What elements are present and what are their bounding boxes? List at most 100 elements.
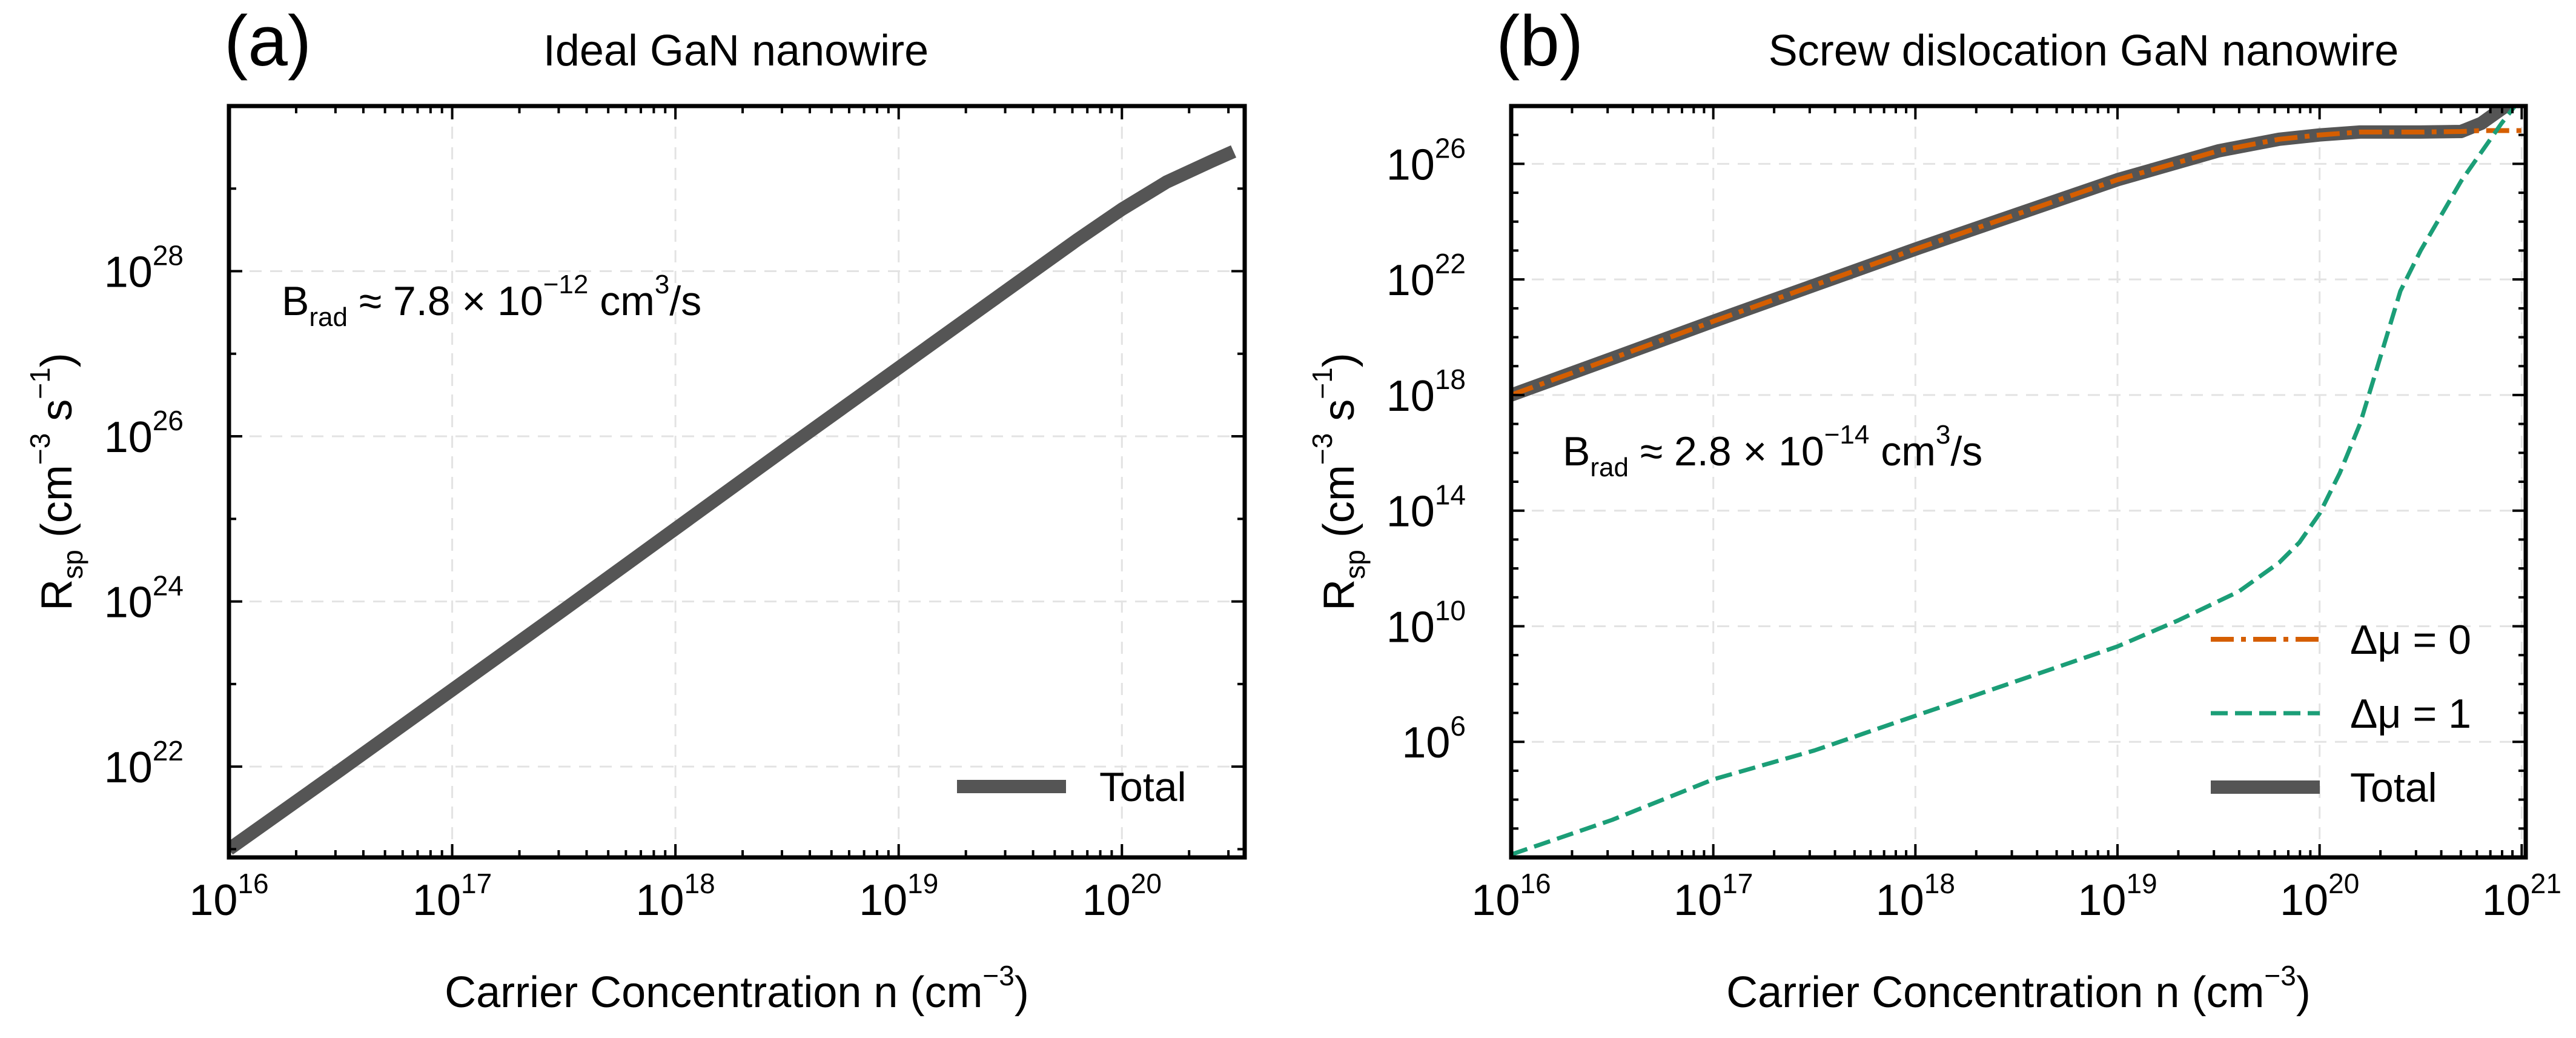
y-tick-label: 1022	[1386, 248, 1466, 305]
x-tick-base: 10	[412, 876, 461, 925]
y-tick-label: 1010	[1386, 594, 1466, 651]
x-tick-label: 1016	[1471, 868, 1551, 925]
x-tick-exponent: 18	[1924, 868, 1955, 899]
legend-label: Total	[1099, 764, 1187, 810]
legend-label: Total	[2350, 765, 2437, 811]
y-tick-base: 10	[104, 579, 153, 627]
x-tick-exponent: 18	[684, 868, 715, 899]
x-tick-exponent: 16	[237, 868, 268, 899]
x-tick-base: 10	[1876, 876, 1924, 925]
y-axis-label-symbol: R	[33, 579, 81, 611]
x-tick-base: 10	[2280, 876, 2328, 925]
brad-unit-exponent: 3	[1936, 420, 1950, 450]
x-tick-base: 10	[1082, 876, 1131, 925]
y-tick-label: 1022	[104, 735, 184, 792]
series-line-total	[229, 145, 1237, 855]
y-tick-exponent: 10	[1435, 594, 1466, 626]
y-tick-base: 10	[1386, 488, 1435, 536]
y-axis-label-exponent-1: −3	[24, 433, 56, 465]
brad-symbol: B	[282, 278, 309, 324]
x-tick-label: 1019	[859, 868, 938, 925]
y-axis-label-exponent-2: −1	[24, 367, 56, 399]
y-tick-exponent: 6	[1450, 710, 1466, 742]
x-axis-label-close: )	[2296, 968, 2311, 1017]
x-tick-label: 1016	[189, 868, 268, 925]
series-line-delta-mu-1	[1511, 106, 2518, 857]
x-tick-exponent: 21	[2531, 868, 2561, 899]
x-axis-label: Carrier Concentration n (cm−3)	[445, 960, 1029, 1017]
y-tick-base: 10	[1386, 141, 1435, 189]
x-tick-label: 1020	[2280, 868, 2359, 925]
y-tick-base: 10	[1386, 256, 1435, 305]
series-group	[1511, 106, 2522, 857]
y-tick-exponent: 26	[1435, 132, 1466, 164]
series-line-delta-mu-0	[1511, 128, 2522, 398]
x-tick-exponent: 20	[1131, 868, 1162, 899]
panel-title: Ideal GaN nanowire	[543, 27, 929, 75]
x-tick-label: 1017	[412, 868, 492, 925]
y-tick-label: 1026	[1386, 132, 1466, 189]
y-tick-exponent: 18	[1435, 364, 1466, 395]
y-tick-label: 106	[1402, 710, 1466, 767]
brad-unit: cm	[1869, 428, 1936, 474]
y-tick-exponent: 22	[1435, 248, 1466, 279]
brad-unit-tail: /s	[1950, 428, 1982, 474]
x-axis-label-text: Carrier Concentration n (cm	[1726, 968, 2264, 1017]
brad-value: ≈ 7.8 × 10	[348, 278, 543, 324]
panel-letter: (b)	[1496, 1, 1583, 81]
brad-value: ≈ 2.8 × 10	[1629, 428, 1824, 474]
brad-subscript: rad	[1590, 453, 1629, 482]
panel-title: Screw dislocation GaN nanowire	[1769, 27, 2399, 75]
y-tick-label: 1028	[104, 240, 184, 297]
x-tick-base: 10	[1674, 876, 1722, 925]
y-tick-label: 1014	[1386, 479, 1466, 536]
series-line-total	[1511, 106, 2518, 402]
x-tick-exponent: 16	[1520, 868, 1551, 899]
y-axis-label: Rsp (cm−3 s−1)	[24, 353, 88, 610]
x-axis-label: Carrier Concentration n (cm−3)	[1726, 960, 2311, 1017]
chart-panel-b: 1016 1017 1018 1019 1020 10211061010101410181…	[1306, 1, 2561, 1017]
y-tick-base: 10	[104, 248, 153, 297]
y-axis-label-exponent-2: −1	[1306, 367, 1338, 399]
x-axis-label-close: )	[1015, 968, 1029, 1017]
y-axis-label-unit-s: s	[33, 399, 81, 433]
x-tick-base: 10	[859, 876, 907, 925]
x-axis-label-text: Carrier Concentration n (cm	[445, 968, 982, 1017]
brad-subscript: rad	[309, 302, 348, 332]
brad-annotation: Brad ≈ 7.8 × 10−12 cm3/s	[282, 270, 701, 332]
y-axis-label-subscript: sp	[1339, 550, 1371, 579]
y-tick-label: 1026	[104, 405, 184, 462]
y-tick-base: 10	[1402, 719, 1450, 767]
x-tick-base: 10	[636, 876, 684, 925]
x-tick-exponent: 19	[2126, 868, 2157, 899]
series-group	[229, 145, 1237, 855]
y-tick-label: 1018	[1386, 364, 1466, 421]
y-axis-label-unit: (cm	[33, 465, 81, 550]
brad-exponent: −14	[1824, 420, 1870, 450]
x-tick-label: 1019	[2078, 868, 2157, 925]
x-axis-label-exponent: −3	[2264, 960, 2296, 991]
x-axis-label-exponent: −3	[982, 960, 1014, 991]
y-axis-label-exponent-1: −3	[1306, 433, 1338, 465]
y-tick-base: 10	[104, 413, 153, 462]
y-axis-label-close: )	[1315, 353, 1363, 367]
panel-letter: (a)	[224, 1, 311, 81]
x-tick-label: 1021	[2482, 868, 2561, 925]
legend-label: Δμ = 0	[2350, 617, 2471, 663]
y-tick-exponent: 28	[153, 240, 184, 271]
x-tick-base: 10	[1471, 876, 1520, 925]
y-tick-exponent: 22	[153, 735, 184, 767]
y-tick-base: 10	[104, 744, 153, 792]
y-axis-label-close: )	[33, 353, 81, 367]
x-tick-label: 1017	[1674, 868, 1753, 925]
brad-exponent: −12	[543, 270, 589, 299]
y-tick-base: 10	[1386, 603, 1435, 651]
y-axis-label-subscript: sp	[57, 550, 88, 579]
x-tick-exponent: 19	[907, 868, 938, 899]
y-tick-base: 10	[1386, 372, 1435, 421]
x-tick-base: 10	[189, 876, 237, 925]
y-tick-exponent: 14	[1435, 479, 1466, 511]
x-tick-label: 1020	[1082, 868, 1162, 925]
